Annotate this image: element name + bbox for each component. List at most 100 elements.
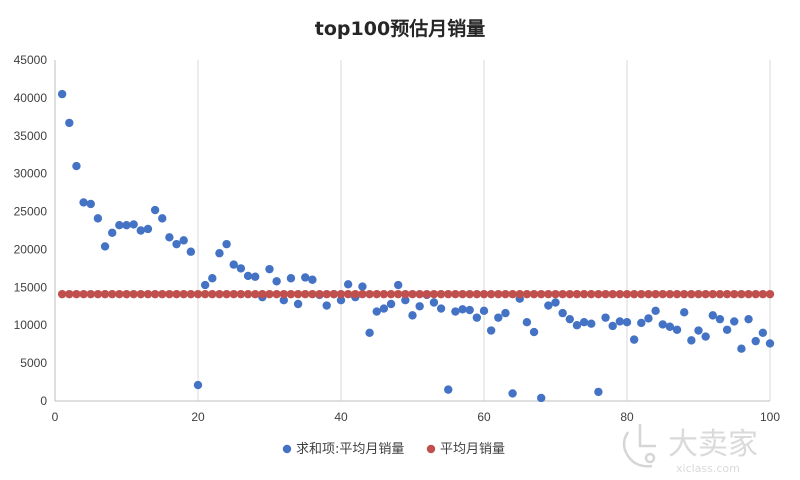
data-point (222, 289, 231, 299)
data-point (265, 289, 274, 299)
data-point (451, 289, 460, 299)
data-point (694, 289, 703, 299)
data-point (136, 289, 145, 299)
data-point (208, 289, 217, 299)
data-point (365, 328, 374, 337)
data-point (308, 275, 317, 284)
data-point (386, 299, 396, 309)
data-point (293, 299, 303, 309)
data-point (758, 289, 768, 299)
data-point (458, 305, 467, 314)
data-point (215, 289, 224, 299)
data-point (537, 289, 546, 299)
data-point (379, 304, 389, 313)
data-point (308, 289, 317, 299)
data-point (108, 289, 117, 299)
data-point (172, 289, 181, 299)
data-point (444, 385, 453, 394)
data-point (115, 289, 124, 299)
data-point (372, 307, 381, 316)
data-point (522, 317, 532, 327)
data-point (343, 280, 353, 289)
data-point (558, 308, 567, 318)
data-point (336, 296, 346, 305)
data-point (386, 289, 396, 299)
x-tick-label: 100 (760, 410, 780, 424)
data-point (494, 313, 503, 322)
data-point (86, 289, 95, 299)
data-point (65, 289, 74, 299)
data-point (672, 325, 682, 334)
data-point (286, 274, 296, 283)
data-point (529, 327, 539, 337)
data-point (72, 161, 81, 171)
data-point (765, 289, 775, 299)
plot-area (57, 89, 775, 403)
data-point (379, 289, 389, 299)
data-point (508, 389, 517, 398)
data-point (501, 308, 510, 318)
data-point (765, 339, 775, 348)
data-point (401, 296, 410, 305)
data-point (93, 214, 103, 223)
y-tick-label: 15000 (14, 280, 48, 294)
data-point (565, 314, 574, 324)
data-point (637, 289, 646, 299)
data-point (622, 317, 632, 327)
data-point (694, 326, 703, 335)
y-tick-label: 0 (40, 394, 47, 408)
data-point (272, 277, 281, 286)
data-point (701, 289, 710, 299)
data-point (200, 280, 210, 290)
data-point (601, 313, 610, 322)
data-point (658, 289, 667, 299)
series-2 (57, 289, 775, 299)
data-point (429, 289, 439, 299)
y-tick-label: 45000 (14, 53, 48, 67)
data-point (158, 289, 167, 299)
data-point (272, 289, 281, 299)
data-point (408, 311, 417, 320)
data-point (100, 289, 110, 299)
data-point (565, 289, 574, 299)
watermark-text: 大卖家 (668, 427, 758, 462)
data-point (730, 289, 739, 299)
data-point (315, 289, 324, 299)
data-point (136, 226, 145, 235)
data-point (465, 289, 474, 299)
data-point (494, 289, 503, 299)
data-point (251, 289, 260, 299)
data-point (279, 296, 288, 305)
data-point (243, 289, 253, 299)
data-point (258, 289, 267, 299)
data-point (129, 220, 138, 229)
data-point (737, 289, 746, 299)
data-point (401, 289, 410, 299)
data-point (751, 336, 760, 346)
data-point (251, 272, 260, 281)
data-point (544, 289, 553, 299)
data-point (465, 305, 474, 315)
data-point (658, 320, 667, 329)
data-point (687, 336, 696, 345)
data-point (486, 326, 496, 335)
data-point (165, 289, 174, 299)
data-point (665, 289, 675, 299)
data-point (200, 289, 210, 299)
data-point (715, 314, 725, 324)
data-point (651, 306, 660, 316)
data-point (529, 289, 539, 299)
y-tick-label: 5000 (20, 356, 47, 370)
data-point (551, 289, 560, 299)
data-point (65, 118, 74, 128)
y-tick-label: 30000 (14, 167, 48, 181)
data-point (665, 322, 675, 331)
x-tick-label: 60 (477, 410, 491, 424)
data-point (572, 289, 582, 299)
data-point (537, 393, 546, 403)
data-point (372, 289, 381, 299)
data-point (129, 289, 138, 299)
watermark-logo-icon (622, 424, 656, 468)
data-point (100, 242, 110, 251)
y-tick-label: 25000 (14, 205, 48, 219)
